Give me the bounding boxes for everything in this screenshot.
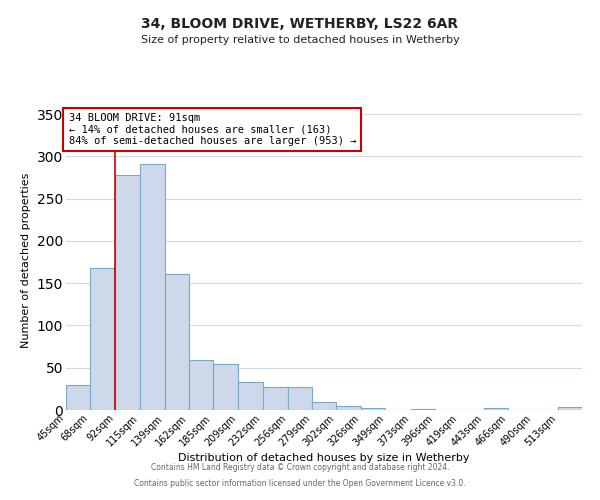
Bar [484, 408, 508, 410]
Bar [336, 406, 361, 410]
Text: Contains public sector information licensed under the Open Government Licence v3: Contains public sector information licen… [134, 478, 466, 488]
Bar [165, 274, 189, 410]
Bar [263, 387, 288, 410]
Bar [140, 164, 165, 410]
Text: 34 BLOOM DRIVE: 91sqm
← 14% of detached houses are smaller (163)
84% of semi-det: 34 BLOOM DRIVE: 91sqm ← 14% of detached … [68, 113, 356, 146]
Text: 34, BLOOM DRIVE, WETHERBY, LS22 6AR: 34, BLOOM DRIVE, WETHERBY, LS22 6AR [142, 18, 458, 32]
Y-axis label: Number of detached properties: Number of detached properties [21, 172, 31, 348]
Text: Size of property relative to detached houses in Wetherby: Size of property relative to detached ho… [140, 35, 460, 45]
Bar [411, 409, 435, 410]
Text: Contains HM Land Registry data © Crown copyright and database right 2024.: Contains HM Land Registry data © Crown c… [151, 464, 449, 472]
Bar [312, 402, 336, 410]
Bar [288, 387, 312, 410]
Bar [558, 408, 582, 410]
Bar [361, 408, 385, 410]
Bar [189, 360, 213, 410]
Bar [213, 364, 238, 410]
Bar [66, 386, 90, 410]
Bar [90, 268, 115, 410]
Bar [115, 175, 140, 410]
X-axis label: Distribution of detached houses by size in Wetherby: Distribution of detached houses by size … [178, 453, 470, 463]
Bar [238, 382, 263, 410]
